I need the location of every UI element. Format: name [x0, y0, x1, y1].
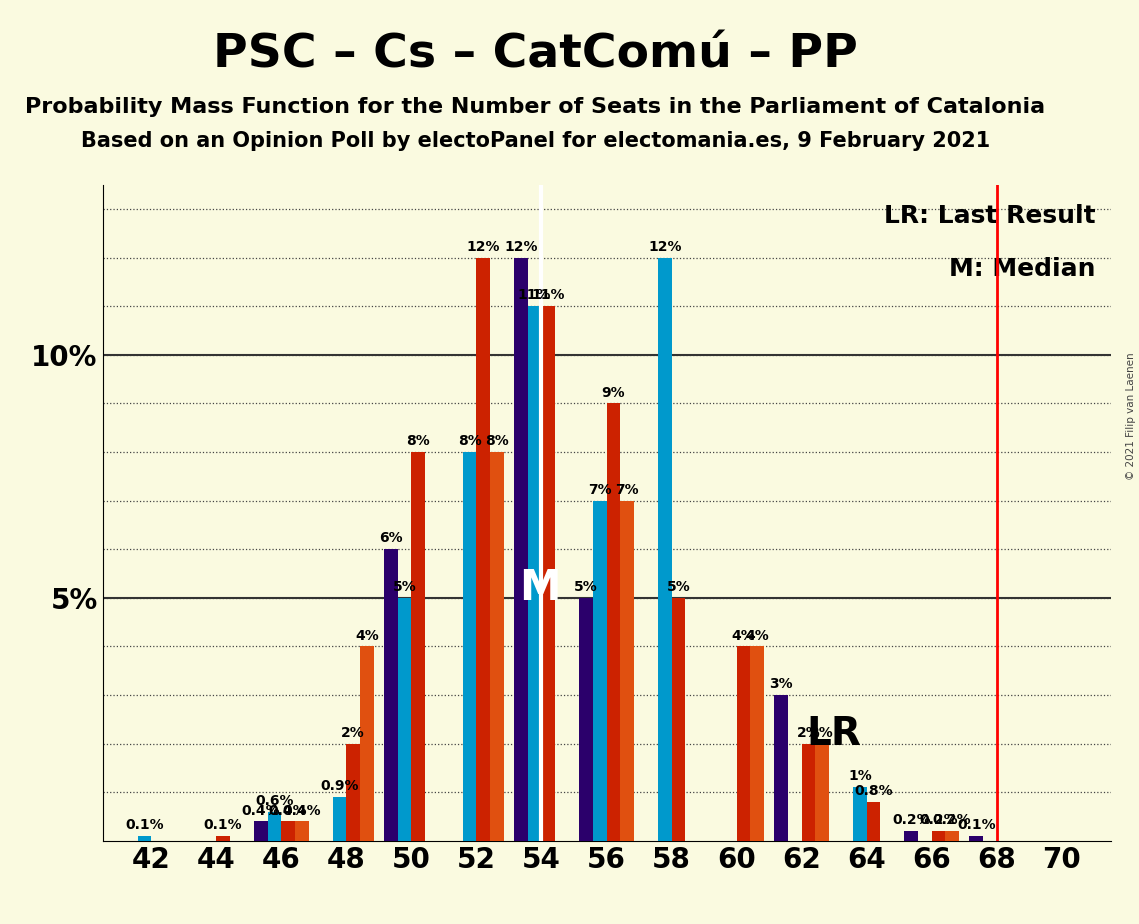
Bar: [541, 306, 555, 841]
Bar: [514, 258, 527, 841]
Bar: [802, 744, 816, 841]
Text: 4%: 4%: [731, 628, 755, 642]
Text: PSC – Cs – CatComú – PP: PSC – Cs – CatComú – PP: [213, 32, 858, 78]
Text: 11%: 11%: [532, 288, 565, 302]
Text: 12%: 12%: [648, 240, 681, 254]
Bar: [969, 836, 983, 841]
Text: 0.1%: 0.1%: [957, 818, 995, 833]
Bar: [904, 831, 918, 841]
Text: 12%: 12%: [505, 240, 538, 254]
Text: 4%: 4%: [745, 628, 769, 642]
Bar: [580, 598, 593, 841]
Bar: [853, 787, 867, 841]
Bar: [816, 744, 829, 841]
Bar: [932, 831, 945, 841]
Bar: [751, 647, 764, 841]
Bar: [138, 836, 151, 841]
Text: 9%: 9%: [601, 385, 625, 399]
Text: 0.1%: 0.1%: [204, 818, 243, 833]
Text: 3%: 3%: [769, 677, 793, 691]
Bar: [346, 744, 360, 841]
Text: 7%: 7%: [615, 482, 639, 497]
Text: Based on an Opinion Poll by electoPanel for electomania.es, 9 February 2021: Based on an Opinion Poll by electoPanel …: [81, 131, 990, 152]
Text: LR: LR: [806, 715, 861, 753]
Bar: [384, 549, 398, 841]
Bar: [945, 831, 959, 841]
Text: 0.4%: 0.4%: [241, 804, 280, 818]
Bar: [527, 306, 541, 841]
Text: 0.9%: 0.9%: [320, 779, 359, 793]
Text: 0.4%: 0.4%: [269, 804, 308, 818]
Text: 5%: 5%: [393, 580, 417, 594]
Bar: [462, 452, 476, 841]
Text: 0.8%: 0.8%: [854, 784, 893, 798]
Text: 8%: 8%: [485, 434, 509, 448]
Bar: [775, 695, 788, 841]
Bar: [254, 821, 268, 841]
Text: 5%: 5%: [574, 580, 598, 594]
Text: 0.2%: 0.2%: [919, 813, 958, 827]
Text: 0.4%: 0.4%: [282, 804, 321, 818]
Bar: [606, 404, 620, 841]
Bar: [658, 258, 672, 841]
Bar: [490, 452, 503, 841]
Text: 0.2%: 0.2%: [892, 813, 931, 827]
Bar: [867, 802, 880, 841]
Bar: [333, 797, 346, 841]
Text: 7%: 7%: [588, 482, 612, 497]
Bar: [672, 598, 686, 841]
Text: 11%: 11%: [518, 288, 551, 302]
Bar: [411, 452, 425, 841]
Text: 0.2%: 0.2%: [933, 813, 972, 827]
Bar: [216, 836, 230, 841]
Text: 8%: 8%: [458, 434, 482, 448]
Text: M: M: [519, 567, 560, 609]
Bar: [593, 501, 606, 841]
Text: 4%: 4%: [355, 628, 379, 642]
Text: 6%: 6%: [379, 531, 403, 545]
Bar: [620, 501, 633, 841]
Bar: [398, 598, 411, 841]
Text: 12%: 12%: [467, 240, 500, 254]
Bar: [295, 821, 309, 841]
Text: 2%: 2%: [342, 725, 366, 740]
Text: 2%: 2%: [810, 725, 834, 740]
Text: 5%: 5%: [666, 580, 690, 594]
Text: LR: Last Result: LR: Last Result: [884, 204, 1096, 228]
Text: 0.1%: 0.1%: [125, 818, 164, 833]
Text: © 2021 Filip van Laenen: © 2021 Filip van Laenen: [1126, 352, 1136, 480]
Bar: [360, 647, 374, 841]
Text: 0.6%: 0.6%: [255, 794, 294, 808]
Bar: [281, 821, 295, 841]
Bar: [476, 258, 490, 841]
Bar: [268, 811, 281, 841]
Text: 1%: 1%: [847, 770, 871, 784]
Text: Probability Mass Function for the Number of Seats in the Parliament of Catalonia: Probability Mass Function for the Number…: [25, 97, 1046, 117]
Text: 8%: 8%: [407, 434, 431, 448]
Text: 2%: 2%: [796, 725, 820, 740]
Bar: [737, 647, 751, 841]
Text: M: Median: M: Median: [949, 257, 1096, 281]
